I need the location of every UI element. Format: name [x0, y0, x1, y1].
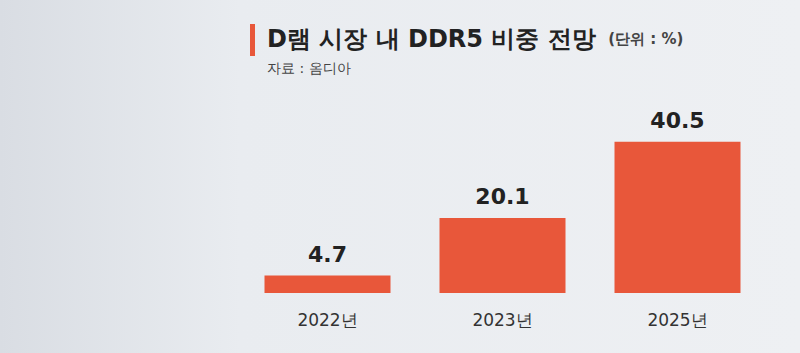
- svg-text:40.5: 40.5: [650, 108, 704, 133]
- svg-text:2022년: 2022년: [297, 310, 357, 330]
- svg-text:2025년: 2025년: [647, 310, 707, 330]
- svg-text:(단위 : %): (단위 : %): [608, 30, 683, 48]
- svg-text:2023년: 2023년: [472, 310, 532, 330]
- svg-text:D램 시장 내 DDR5 비중 전망: D램 시장 내 DDR5 비중 전망: [267, 25, 596, 53]
- svg-text:4.7: 4.7: [308, 242, 347, 267]
- svg-text:20.1: 20.1: [475, 184, 529, 209]
- svg-text:자료 : 옴디아: 자료 : 옴디아: [267, 60, 351, 76]
